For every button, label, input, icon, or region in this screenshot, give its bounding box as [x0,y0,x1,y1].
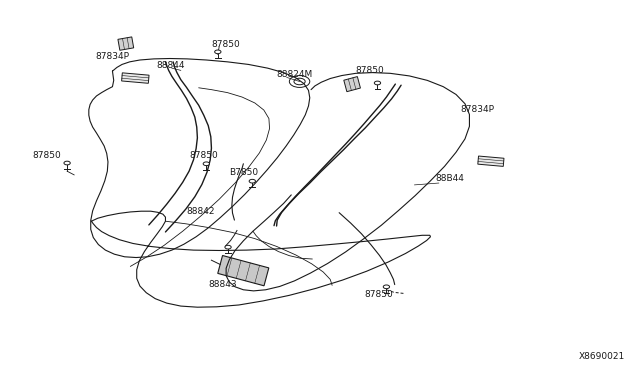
FancyBboxPatch shape [122,73,149,83]
Bar [218,256,269,286]
Circle shape [214,50,221,54]
Circle shape [225,245,231,249]
Circle shape [383,285,390,289]
Text: 88824M: 88824M [276,70,313,78]
Text: 88844: 88844 [156,61,184,70]
Text: B7850: B7850 [229,169,259,177]
Text: 87850: 87850 [189,151,218,160]
Text: 87850: 87850 [211,40,240,49]
Bar [118,37,134,50]
Circle shape [374,81,381,85]
Text: 88842: 88842 [186,207,214,216]
Text: 88843: 88843 [208,280,237,289]
Circle shape [203,162,209,166]
Bar [344,77,360,92]
Text: 87850: 87850 [365,290,394,299]
FancyBboxPatch shape [478,156,504,166]
Text: 87850: 87850 [33,151,61,160]
Text: 87850: 87850 [355,66,384,75]
Text: 88B44: 88B44 [435,174,464,183]
Circle shape [64,161,70,165]
Text: 87834P: 87834P [461,105,495,114]
Text: X8690021: X8690021 [579,352,625,361]
Text: 87834P: 87834P [95,52,129,61]
Circle shape [249,179,255,183]
